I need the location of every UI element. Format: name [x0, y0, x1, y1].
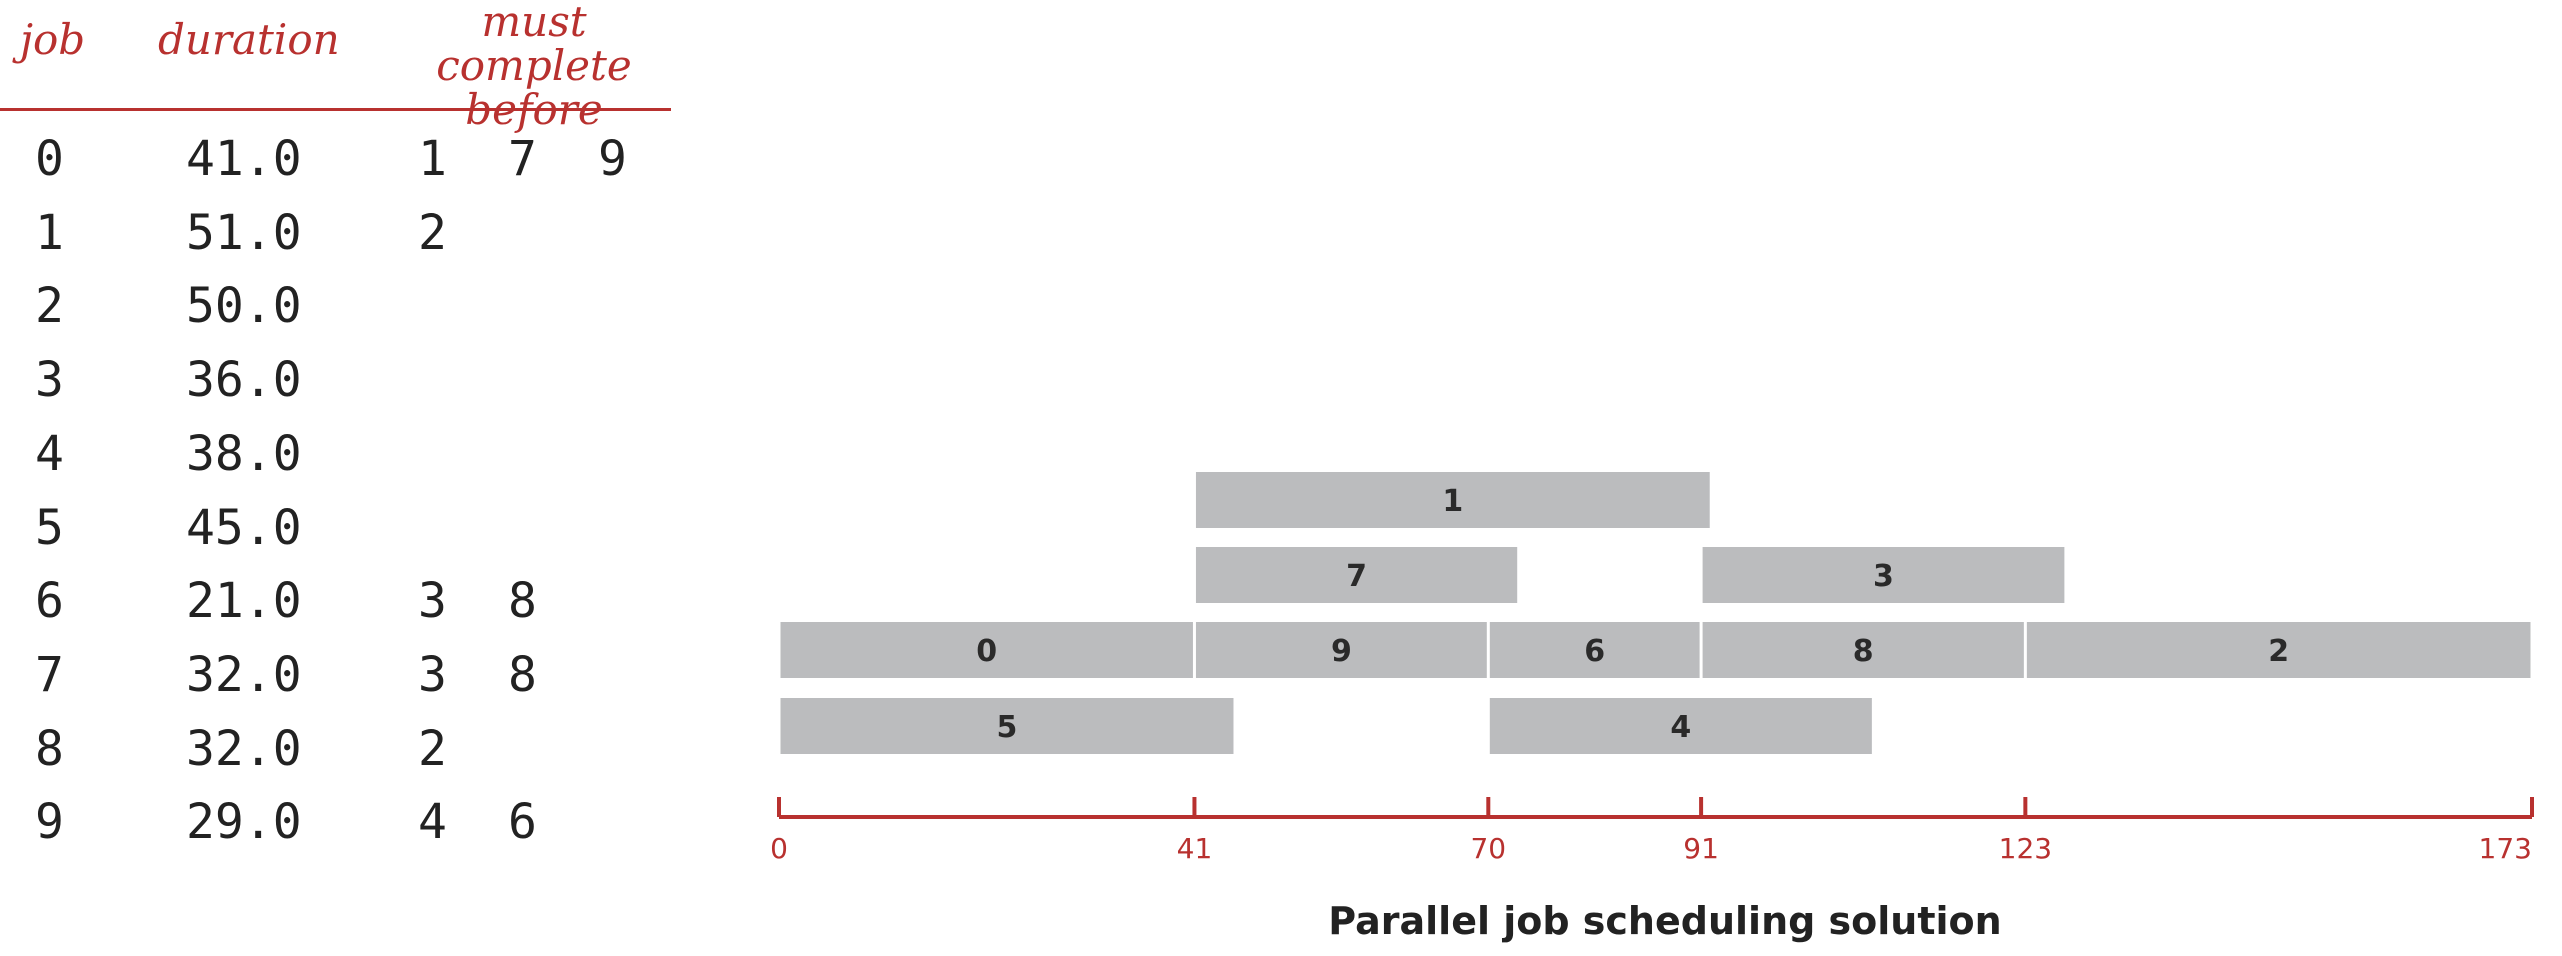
axis-tick-label: 70 [1470, 832, 1506, 865]
job-bar-0 [780, 622, 1193, 678]
job-id-cell: 5 [35, 499, 64, 556]
job-bar-label: 9 [1331, 634, 1352, 669]
predecessor-cell: 1 [418, 131, 447, 187]
job-id-cell: 8 [35, 720, 64, 777]
chart-caption: Parallel job scheduling solution [1328, 899, 2002, 943]
job-id-cell: 2 [35, 278, 64, 335]
job-bar-6 [1489, 622, 1700, 678]
job-bar-4 [1489, 698, 1872, 754]
predecessor-cell: 8 [508, 573, 537, 630]
job-bar-label: 6 [1584, 634, 1605, 669]
job-bar-1 [1195, 472, 1710, 528]
job-bar-3 [1702, 547, 2065, 603]
duration-cell: 51.0 [186, 204, 302, 261]
duration-cell: 32.0 [186, 646, 302, 703]
predecessor-cell: 2 [418, 720, 447, 777]
axis-tick-label: 91 [1683, 832, 1719, 865]
column-header-duration: duration [158, 15, 340, 64]
duration-cell: 50.0 [186, 278, 302, 335]
predecessor-cell: 7 [508, 131, 537, 187]
header-rule [0, 108, 671, 111]
job-id-cell: 7 [35, 646, 64, 703]
job-id-cell: 6 [35, 573, 64, 630]
job-bar-7 [1195, 547, 1518, 603]
job-id-cell: 1 [35, 204, 64, 261]
axis-tick-label: 123 [1999, 832, 2052, 865]
job-id-cell: 0 [35, 131, 64, 187]
axis-tick-label: 41 [1177, 832, 1213, 865]
duration-cell: 32.0 [186, 720, 302, 777]
job-bar-9 [1195, 622, 1487, 678]
predecessor-cell: 4 [418, 794, 447, 851]
duration-cell: 36.0 [186, 352, 302, 409]
job-bar-8 [1702, 622, 2024, 678]
column-header-job: job [20, 15, 86, 64]
duration-cell: 38.0 [186, 425, 302, 482]
predecessor-cell: 3 [418, 573, 447, 630]
predecessor-cell: 8 [508, 646, 537, 703]
predecessor-cell: 2 [418, 204, 447, 261]
duration-cell: 45.0 [186, 499, 302, 556]
duration-cell: 41.0 [186, 131, 302, 187]
job-bar-label: 3 [1873, 559, 1894, 594]
job-bar-5 [780, 698, 1234, 754]
duration-cell: 21.0 [186, 573, 302, 630]
axis-tick-label: 173 [2479, 832, 2532, 865]
job-bar-label: 0 [976, 634, 997, 669]
job-bar-label: 4 [1670, 710, 1691, 745]
job-bar-label: 8 [1853, 634, 1874, 669]
predecessor-cell: 9 [598, 131, 627, 187]
axis-tick-label: 0 [770, 832, 788, 865]
job-bar-2 [2026, 622, 2531, 678]
job-bar-label: 5 [997, 710, 1018, 745]
job-bar-label: 7 [1346, 559, 1367, 594]
job-id-cell: 3 [35, 352, 64, 409]
predecessor-cell: 6 [508, 794, 537, 851]
job-bar-label: 1 [1442, 484, 1463, 519]
column-header-must-complete: must complete [436, 0, 632, 90]
job-bar-label: 2 [2268, 634, 2289, 669]
duration-cell: 29.0 [186, 794, 302, 851]
job-id-cell: 4 [35, 425, 64, 482]
job-id-cell: 9 [35, 794, 64, 851]
predecessor-cell: 3 [418, 646, 447, 703]
